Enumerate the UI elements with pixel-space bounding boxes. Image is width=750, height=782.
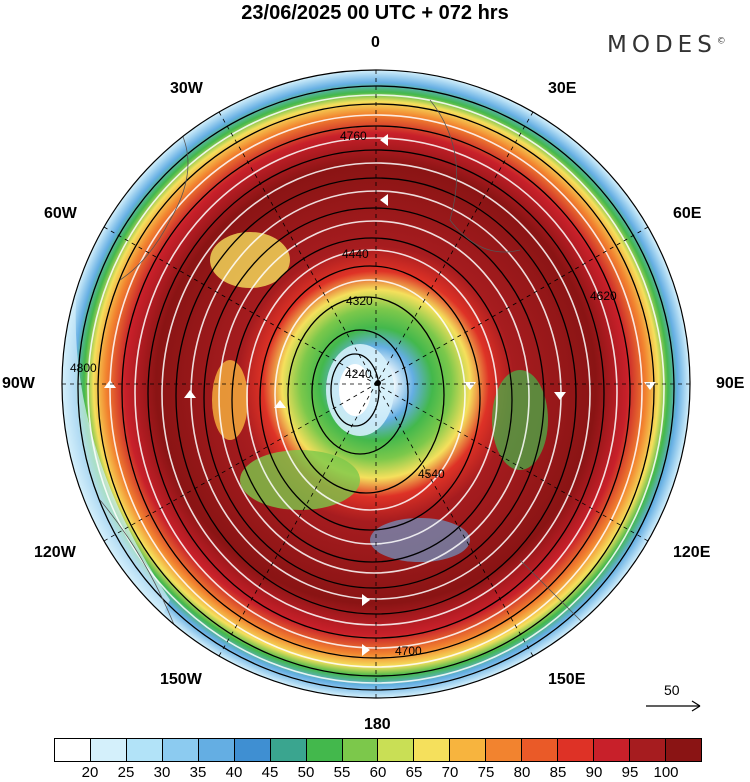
colorbar-swatch (522, 739, 559, 761)
colorbar-tick-label: 65 (405, 764, 423, 781)
north-pole-marker (375, 380, 381, 386)
longitude-label-30w: 30W (170, 80, 203, 97)
colorbar-swatch (342, 739, 379, 761)
colorbar-swatch (90, 739, 127, 761)
colorbar-swatch (306, 739, 343, 761)
longitude-label-180: 180 (364, 716, 391, 733)
contour-label: 4700 (395, 644, 422, 658)
colorbar-swatch (270, 739, 307, 761)
colorbar-tick-label: 40 (225, 764, 243, 781)
contour-label: 4440 (342, 247, 369, 261)
colorbar-tick-label: 45 (261, 764, 279, 781)
colorbar-tick-label: 25 (117, 764, 135, 781)
longitude-label-120w: 120W (34, 544, 76, 561)
colorbar-swatch (450, 739, 487, 761)
map-border (61, 69, 691, 699)
reference-vector-arrow-icon (646, 700, 701, 712)
colorbar-swatch (126, 739, 163, 761)
contour-label: 4760 (340, 129, 367, 143)
colorbar-tick-label: 70 (441, 764, 459, 781)
longitude-label-90e: 90E (716, 375, 745, 392)
colorbar (54, 738, 702, 762)
map-title: 23/06/2025 00 UTC + 072 hrs (241, 2, 509, 24)
longitude-label-150w: 150W (160, 671, 202, 688)
contour-label: 4240 (345, 367, 372, 381)
colorbar-tick-label: 50 (297, 764, 315, 781)
wind-feature (212, 360, 248, 440)
longitude-label-0: 0 (371, 34, 380, 51)
wind-feature (370, 518, 470, 562)
colorbar-swatch (378, 739, 415, 761)
streamline-arrows (104, 134, 656, 656)
contour-label: 4540 (418, 467, 445, 481)
reference-vector-label: 50 (664, 682, 680, 698)
colorbar-tick-label: 60 (369, 764, 387, 781)
wind-feature (240, 450, 360, 510)
colorbar-tick-label: 35 (189, 764, 207, 781)
colorbar-tick-label: 95 (621, 764, 639, 781)
colorbar-tick-label: 30 (153, 764, 171, 781)
wind-feature (210, 232, 290, 288)
colorbar-swatch (55, 739, 91, 761)
colorbar-swatch (198, 739, 235, 761)
colorbar-swatch (630, 739, 666, 761)
longitude-label-120e: 120E (673, 544, 711, 561)
contour-label: 4800 (70, 361, 97, 375)
longitude-label-60e: 60E (673, 205, 702, 222)
colorbar-tick-label: 75 (477, 764, 495, 781)
copyright-mark: © (716, 36, 726, 47)
contour-label-group: 4240 4320 4440 4540 4620 4700 4760 4800 (70, 129, 617, 658)
contour-label: 4320 (346, 294, 373, 308)
modes-logo: MODES© (607, 32, 726, 58)
longitude-label-60w: 60W (44, 205, 77, 222)
wind-feature (339, 364, 371, 416)
colorbar-swatch (665, 739, 701, 761)
colorbar-swatch (414, 739, 451, 761)
longitude-label-30e: 30E (548, 80, 577, 97)
colorbar-swatch (486, 739, 523, 761)
colorbar-tick-label: 20 (81, 764, 99, 781)
colorbar-swatch (162, 739, 199, 761)
colorbar-swatch (558, 739, 595, 761)
colorbar-swatch (594, 739, 630, 761)
longitude-label-90w: 90W (2, 375, 35, 392)
colorbar-tick-label: 85 (549, 764, 567, 781)
contour-label: 4620 (590, 289, 617, 303)
colorbar-tick-label: 55 (333, 764, 351, 781)
longitude-label-150e: 150E (548, 671, 586, 688)
colorbar-swatch (234, 739, 271, 761)
colorbar-tick-label: 90 (585, 764, 603, 781)
colorbar-tick-label: 100 (653, 764, 679, 781)
brand-text: MODES (607, 32, 717, 58)
colorbar-tick-label: 80 (513, 764, 531, 781)
